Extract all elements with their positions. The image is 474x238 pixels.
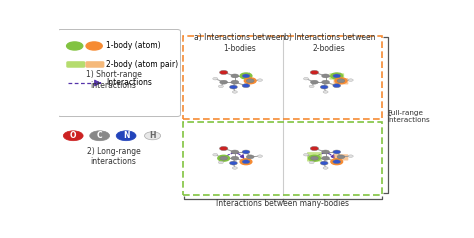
Circle shape [303,154,309,156]
Text: Full-range
interactions: Full-range interactions [387,110,430,123]
Circle shape [229,85,237,89]
Text: 2-body (atom pair): 2-body (atom pair) [106,60,178,69]
Circle shape [90,131,109,141]
Circle shape [116,131,136,141]
Circle shape [309,85,314,88]
Circle shape [333,160,341,164]
Circle shape [242,160,250,164]
Circle shape [320,161,328,165]
Circle shape [337,155,345,159]
Text: O: O [70,131,76,140]
Circle shape [232,91,237,93]
Circle shape [219,85,223,88]
Circle shape [309,161,314,164]
Text: Interactions between many-bodies: Interactions between many-bodies [216,199,349,208]
Circle shape [310,70,319,74]
Text: b) Interactions between
2-bodies: b) Interactions between 2-bodies [283,33,375,53]
Circle shape [220,156,228,160]
Circle shape [257,79,263,81]
Circle shape [220,80,228,84]
Circle shape [231,74,239,78]
Circle shape [310,146,319,151]
Circle shape [348,155,353,157]
Circle shape [229,161,237,165]
Circle shape [145,132,161,140]
Circle shape [218,155,229,161]
Circle shape [219,70,228,74]
Circle shape [219,161,223,164]
Circle shape [64,131,83,141]
FancyBboxPatch shape [334,154,348,160]
Text: a) Interactions between
1-bodies: a) Interactions between 1-bodies [193,33,285,53]
Circle shape [232,167,237,169]
Circle shape [331,73,343,79]
FancyBboxPatch shape [334,78,348,84]
Circle shape [348,79,353,81]
Circle shape [242,84,250,88]
FancyBboxPatch shape [67,62,84,67]
Circle shape [322,150,329,154]
Circle shape [335,78,347,84]
Circle shape [213,77,218,80]
Text: H: H [149,131,156,140]
Circle shape [231,156,239,160]
Circle shape [242,74,250,78]
Circle shape [240,159,252,165]
Circle shape [246,79,254,83]
Circle shape [219,146,228,151]
Circle shape [66,42,83,50]
Circle shape [303,77,309,80]
Text: 1) Short-range
interactions: 1) Short-range interactions [86,70,142,89]
Circle shape [333,84,341,88]
Circle shape [322,80,329,84]
Circle shape [246,155,254,159]
Circle shape [323,91,328,93]
Circle shape [320,85,328,89]
Circle shape [333,74,341,78]
FancyBboxPatch shape [307,152,322,162]
Circle shape [231,80,239,84]
Circle shape [331,159,343,165]
Circle shape [323,167,328,169]
FancyBboxPatch shape [57,30,181,117]
Circle shape [231,150,239,154]
Text: 1-body (atom): 1-body (atom) [106,41,161,50]
Circle shape [310,156,319,160]
Circle shape [322,74,329,78]
Text: Interactions: Interactions [106,79,152,88]
Text: N: N [123,131,129,140]
Circle shape [310,80,319,84]
Circle shape [257,155,263,157]
FancyBboxPatch shape [329,73,344,79]
Circle shape [337,79,345,83]
Circle shape [333,150,341,154]
FancyBboxPatch shape [86,62,104,67]
Circle shape [244,78,256,84]
Circle shape [86,42,102,50]
Text: 2) Long-range
interactions: 2) Long-range interactions [87,147,140,166]
Text: C: C [97,131,102,140]
Circle shape [213,154,218,156]
Circle shape [309,155,320,161]
Circle shape [240,73,252,79]
Circle shape [242,150,250,154]
Circle shape [322,156,329,160]
